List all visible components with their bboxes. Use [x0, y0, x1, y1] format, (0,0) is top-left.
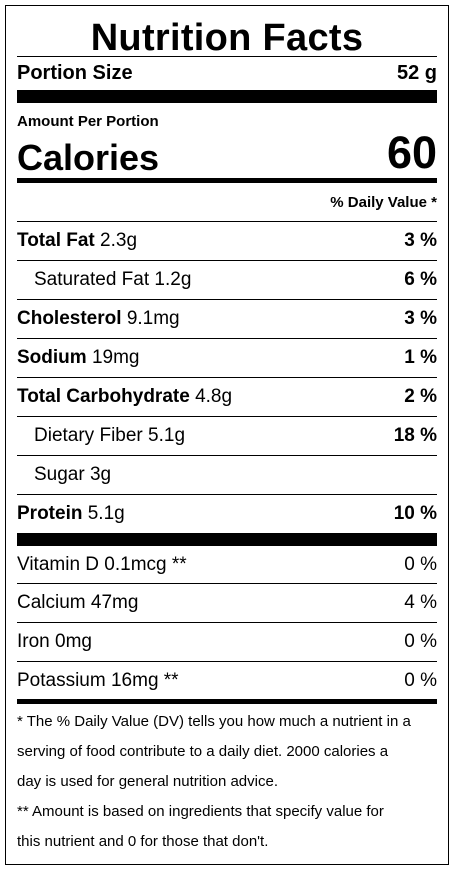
nutrient-name: Total Fat [17, 230, 95, 251]
vitamin-row: Potassium 16mg ** 0 % [17, 662, 437, 700]
nutrient-name: Dietary Fiber [34, 425, 143, 446]
calories-row: Calories 60 [17, 127, 437, 179]
medium-divider [17, 699, 437, 704]
nutrient-name: Sugar [34, 464, 85, 485]
vitamin-name: Potassium [17, 670, 106, 691]
nutrient-row: Saturated Fat 1.2g 6 % [17, 261, 437, 299]
divider [17, 494, 437, 495]
vitamin-daily-value: 4 % [404, 592, 437, 613]
nutrient-row: Sugar 3g [17, 456, 437, 494]
vitamin-name: Calcium [17, 592, 86, 613]
portion-size-row: Portion Size 52 g [17, 58, 437, 88]
portion-size-label: Portion Size [17, 61, 133, 84]
divider [17, 299, 437, 300]
vitamin-daily-value: 0 % [404, 631, 437, 652]
nutrient-amount: 2.3g [100, 230, 138, 251]
nutrient-amount: 3g [89, 464, 112, 485]
divider [17, 377, 437, 378]
daily-value-header: % Daily Value * [330, 193, 437, 211]
daily-value-header-row: % Daily Value * [17, 186, 437, 218]
nutrient-amount: 5.1g [87, 503, 125, 524]
nutrient-name: Total Carbohydrate [17, 386, 190, 407]
nutrient-amount: 19mg [91, 347, 140, 368]
nutrient-row: Sodium 19mg 1 % [17, 339, 437, 377]
vitamin-row: Calcium 47mg 4 % [17, 584, 437, 622]
vitamin-amount: 0mg [55, 631, 92, 652]
nutrient-daily-value: 18 % [393, 425, 437, 446]
nutrient-row: Total Carbohydrate 4.8g 2 % [17, 378, 437, 416]
calories-value: 60 [386, 127, 437, 178]
vitamin-daily-value: 0 % [404, 670, 437, 691]
divider [17, 338, 437, 339]
divider [17, 622, 437, 623]
nutrient-daily-value: 3 % [404, 230, 437, 251]
nutrient-name: Protein [17, 503, 83, 524]
vitamin-row: Vitamin D 0.1mcg ** 0 % [17, 546, 437, 583]
divider [17, 221, 437, 222]
vitamin-daily-value: 0 % [404, 553, 437, 575]
amount-per-portion-label: Amount Per Portion [17, 112, 159, 130]
footnote-line: serving of food contribute to a daily di… [17, 743, 389, 760]
vitamin-amount: 0.1mcg ** [104, 553, 187, 575]
vitamin-name: Vitamin D [17, 553, 100, 575]
divider [17, 416, 437, 417]
nutrient-row: Dietary Fiber 5.1g 18 % [17, 417, 437, 455]
footnote-line: this nutrient and 0 for those that don't… [17, 833, 269, 850]
vitamin-row: Iron 0mg 0 % [17, 623, 437, 661]
thick-divider [17, 90, 437, 103]
divider [17, 583, 437, 584]
thick-divider [17, 533, 437, 546]
divider [17, 661, 437, 662]
vitamin-amount: 47mg [90, 592, 139, 613]
nutrient-row: Protein 5.1g 10 % [17, 495, 437, 533]
footnote: * The % Daily Value (DV) tells you how m… [17, 707, 437, 857]
nutrition-label: Nutrition Facts Portion Size 52 g Amount… [5, 5, 449, 865]
nutrient-row: Total Fat 2.3g 3 % [17, 222, 437, 260]
nutrient-daily-value: 2 % [404, 386, 437, 407]
vitamin-amount: 16mg ** [110, 670, 179, 691]
nutrient-daily-value: 1 % [404, 347, 437, 368]
nutrient-daily-value: 10 % [393, 503, 437, 524]
portion-size-value: 52 g [396, 61, 437, 84]
nutrient-row: Cholesterol 9.1mg 3 % [17, 300, 437, 338]
calories-label: Calories [17, 137, 160, 178]
nutrient-daily-value: 6 % [404, 269, 437, 290]
medium-divider [17, 178, 437, 183]
nutrient-name: Cholesterol [17, 308, 122, 329]
nutrient-amount: 4.8g [195, 386, 233, 407]
nutrient-amount: 1.2g [154, 269, 192, 290]
divider [17, 455, 437, 456]
footnote-line: * The % Daily Value (DV) tells you how m… [17, 713, 411, 730]
nutrient-amount: 9.1mg [126, 308, 180, 329]
label-title: Nutrition Facts [90, 17, 364, 59]
footnote-line: day is used for general nutrition advice… [17, 773, 278, 790]
footnote-line: ** Amount is based on ingredients that s… [17, 803, 384, 820]
vitamin-name: Iron [17, 631, 50, 652]
nutrient-name: Sodium [17, 347, 87, 368]
amount-per-portion-row: Amount Per Portion [17, 112, 437, 130]
nutrient-name: Saturated Fat [34, 269, 150, 290]
divider [17, 56, 437, 57]
nutrient-daily-value: 3 % [404, 308, 437, 329]
nutrient-amount: 5.1g [148, 425, 186, 446]
divider [17, 260, 437, 261]
